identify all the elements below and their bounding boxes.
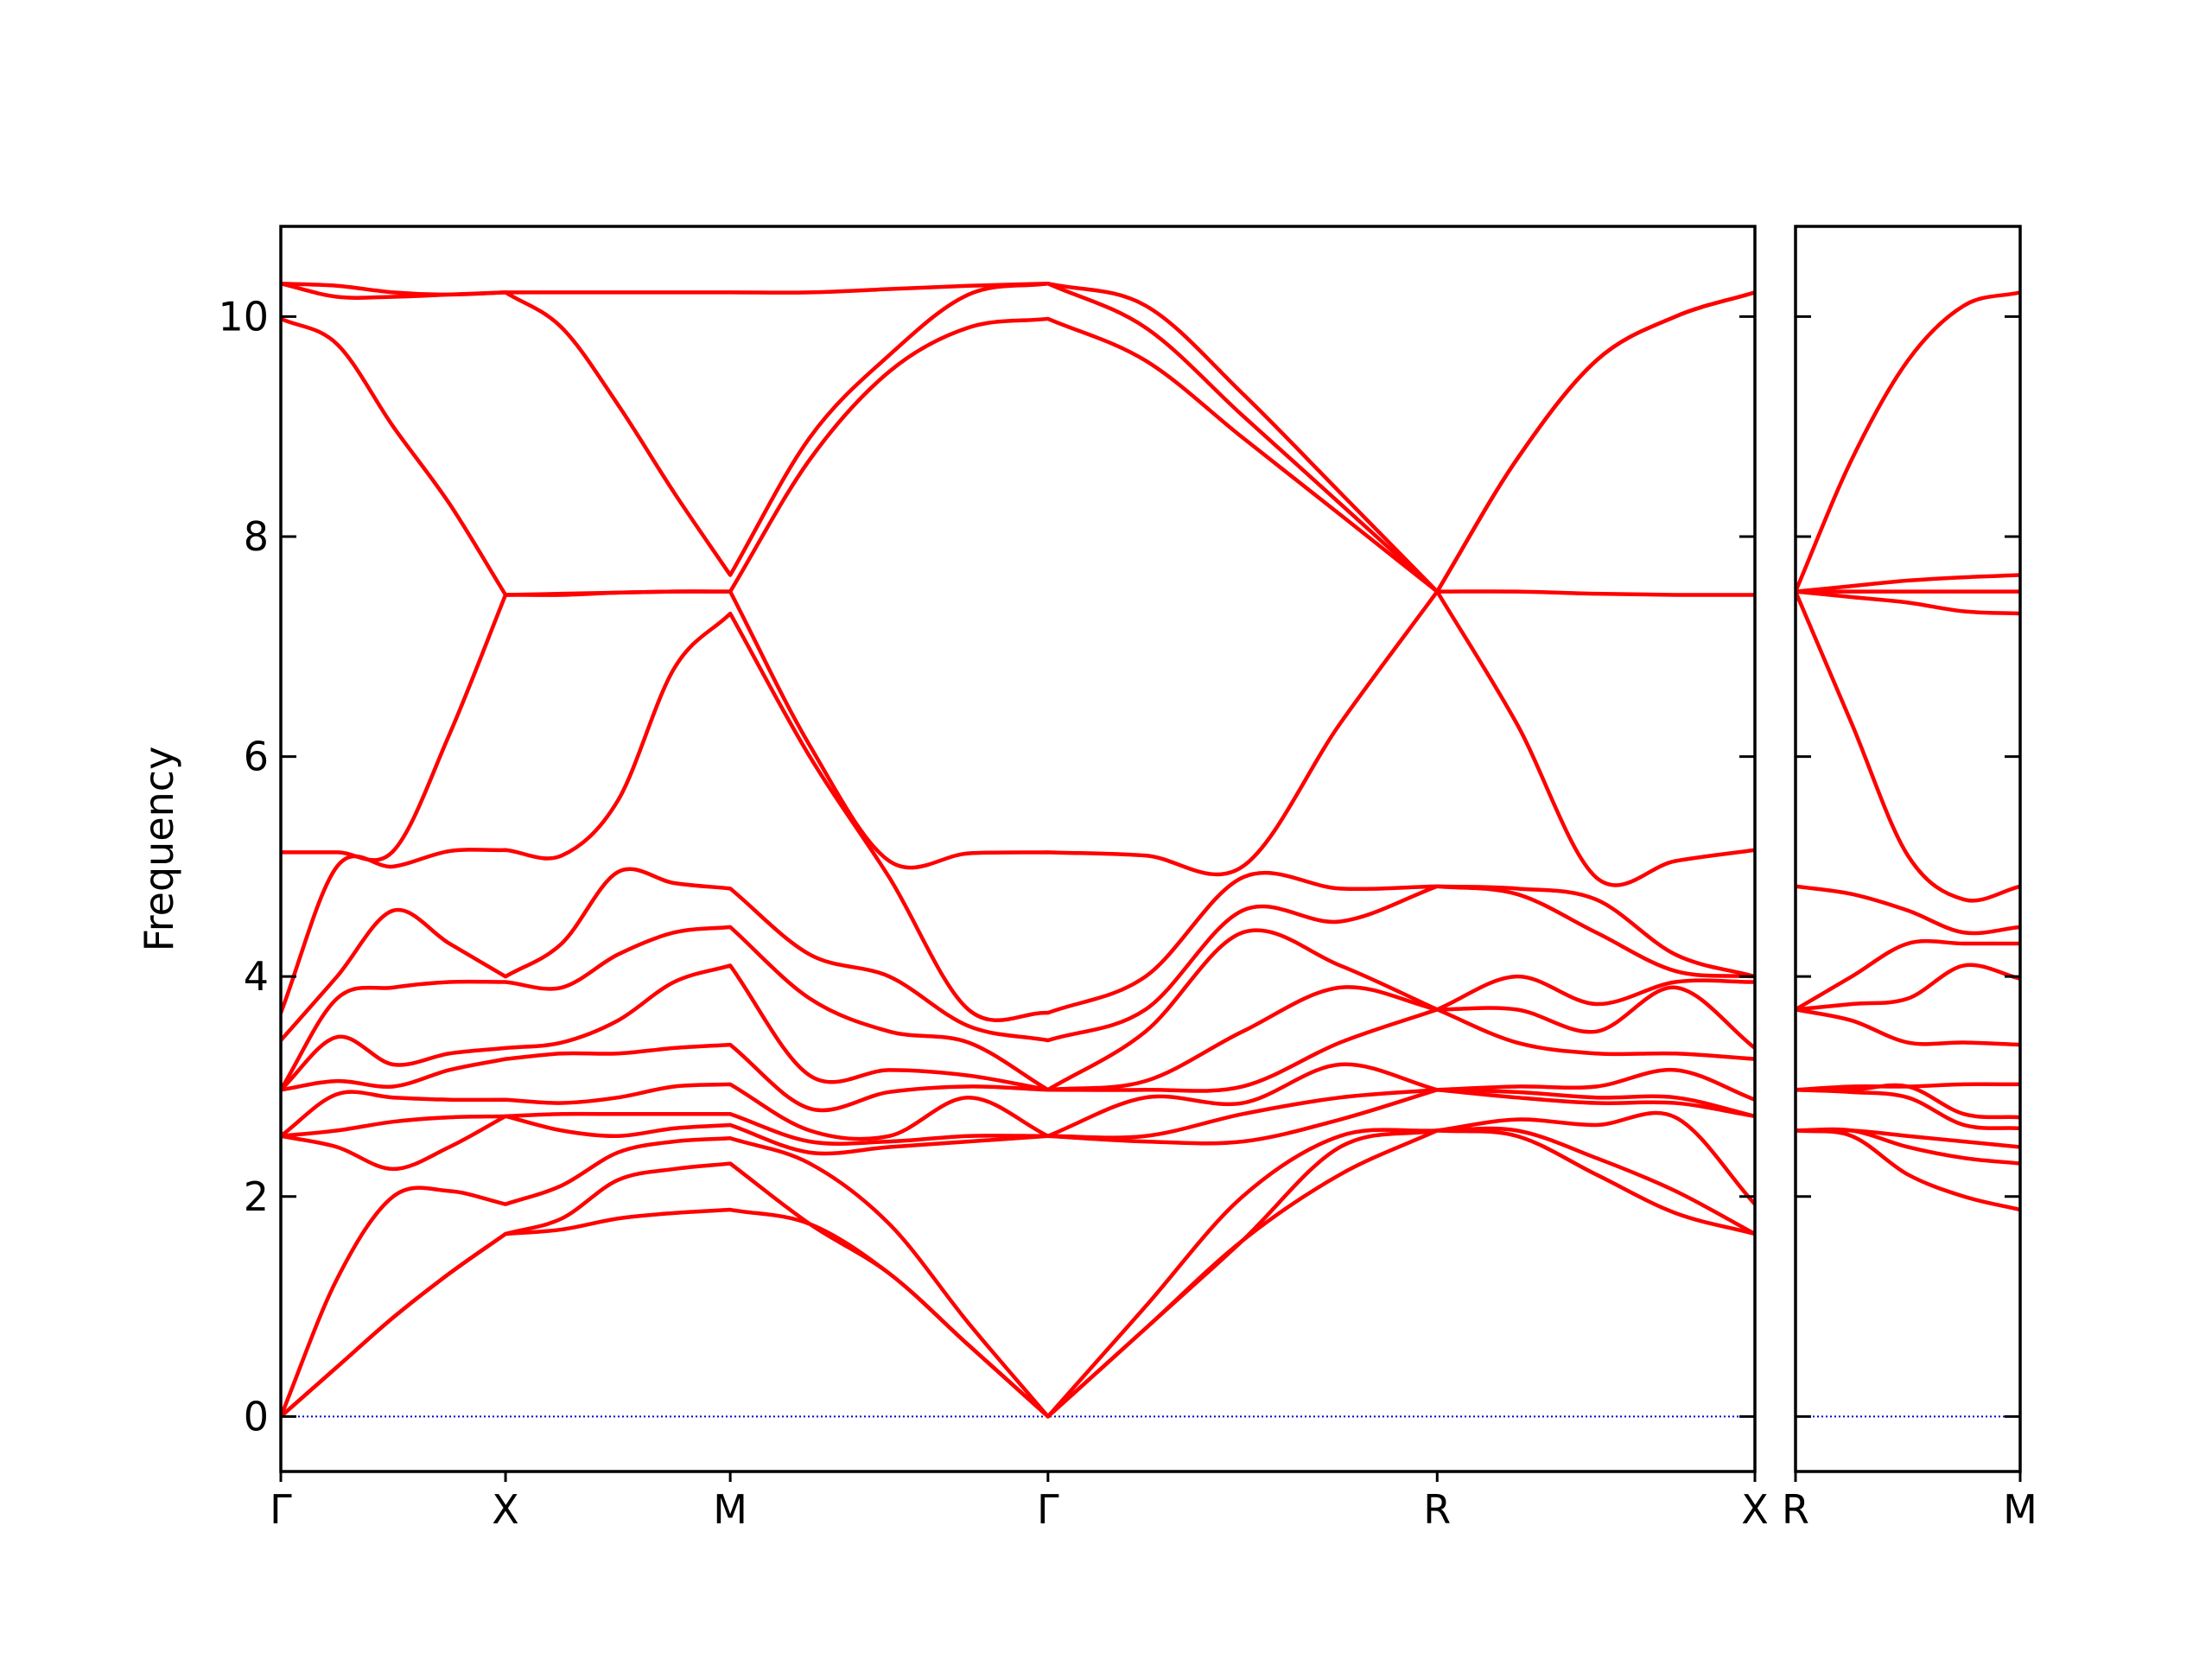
band — [281, 1128, 1755, 1419]
x-tick-label: X — [492, 1486, 519, 1533]
x-tick-label: M — [713, 1486, 747, 1533]
band — [1796, 573, 2020, 594]
y-tick-label: 4 — [244, 953, 269, 1000]
plot-area — [281, 281, 1755, 1419]
plot-area — [1796, 290, 2020, 1418]
x-tick-label: Γ — [270, 1486, 292, 1533]
band — [1796, 1088, 2020, 1131]
band — [281, 589, 1755, 887]
x-tick-label: R — [1782, 1486, 1809, 1533]
band — [281, 925, 1755, 1092]
y-axis-label: Frequency — [136, 747, 182, 952]
band — [281, 1110, 1755, 1419]
y-tick-label: 6 — [244, 734, 269, 780]
y-tick-label: 2 — [244, 1173, 269, 1220]
band — [1796, 1082, 2020, 1092]
band — [1796, 590, 2020, 903]
x-tick-label: R — [1423, 1486, 1451, 1533]
band — [281, 1007, 1755, 1113]
band — [1796, 1083, 2020, 1120]
y-tick-label: 10 — [218, 293, 269, 340]
band — [281, 867, 1755, 1043]
band — [281, 1126, 1755, 1419]
band — [1796, 938, 2020, 1012]
x-tick-label: M — [2003, 1486, 2037, 1533]
y-tick-label: 0 — [244, 1393, 269, 1440]
band — [1796, 963, 2020, 1012]
x-tick-label: X — [1741, 1486, 1769, 1533]
x-tick-label: Γ — [1037, 1486, 1059, 1533]
band — [281, 316, 1755, 597]
band — [1796, 589, 2020, 616]
band — [281, 1088, 1755, 1146]
band — [281, 281, 1755, 594]
axes-frame — [1794, 225, 2022, 1473]
axes-frame — [279, 225, 1757, 1473]
band — [1796, 1007, 2020, 1047]
band — [281, 1062, 1755, 1141]
y-tick-label: 8 — [244, 513, 269, 560]
band — [281, 1088, 1755, 1172]
band — [281, 611, 1755, 1022]
band — [1796, 290, 2020, 593]
band — [1796, 884, 2020, 936]
band — [281, 963, 1755, 1092]
band — [1796, 1128, 2020, 1149]
